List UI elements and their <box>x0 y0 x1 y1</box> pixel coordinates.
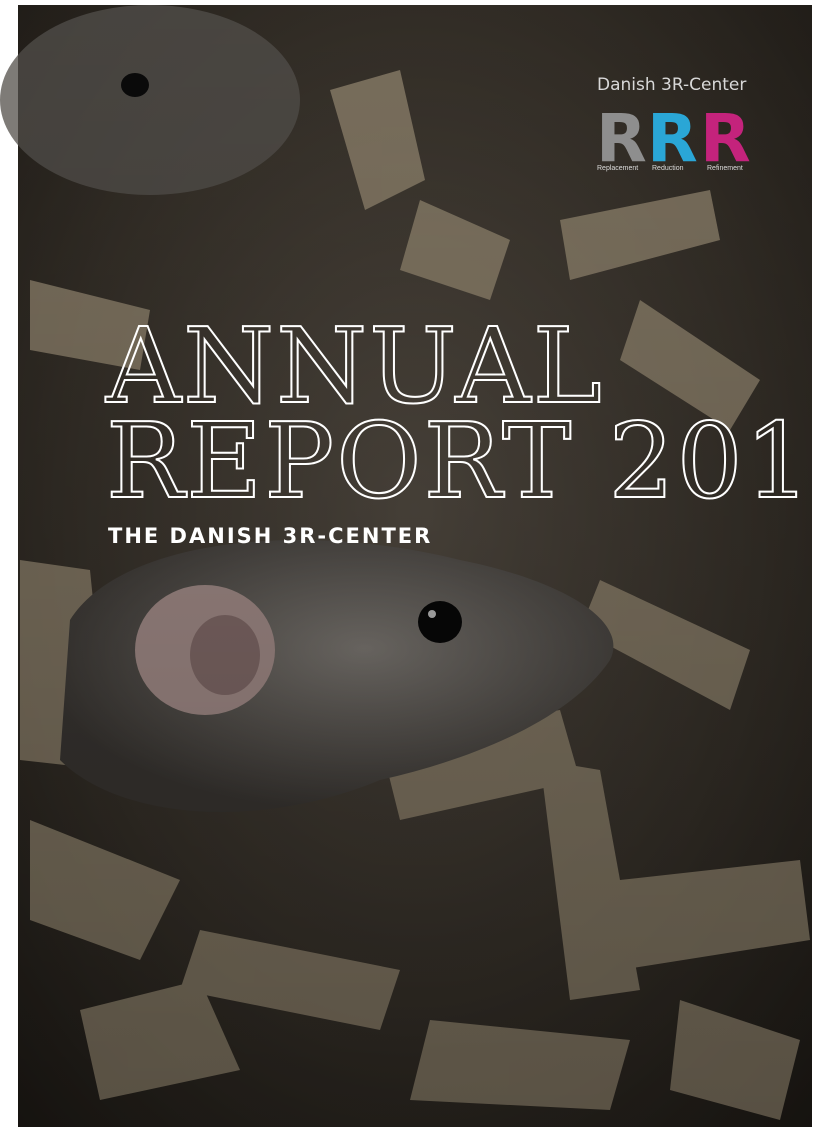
logo-label: Refinement <box>707 165 743 172</box>
logo-label: Reduction <box>652 165 684 172</box>
subtitle: THE DANISH 3R-CENTER <box>108 524 432 548</box>
logo-label: Replacement <box>597 165 638 172</box>
cover-page: Danish 3R-Center R R R Replacement Reduc… <box>0 0 816 1131</box>
logo: Danish 3R-Center R R R Replacement Reduc… <box>596 75 751 177</box>
logo-name: Danish 3R-Center <box>597 75 746 95</box>
title-line: REPORT 2015 <box>106 400 816 522</box>
